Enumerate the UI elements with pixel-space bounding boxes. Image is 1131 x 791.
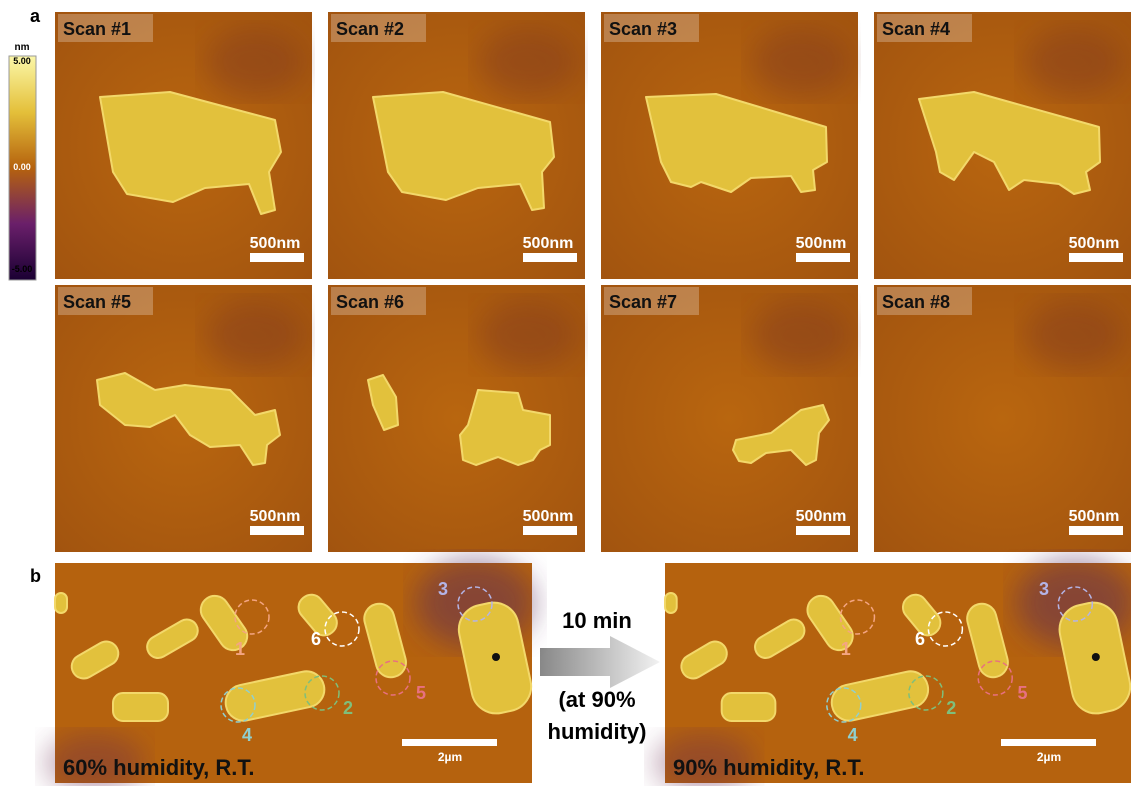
scale-bar bbox=[250, 526, 304, 535]
marker-label: 2 bbox=[946, 698, 956, 718]
shade bbox=[478, 27, 578, 97]
caption: 60% humidity, R.T. bbox=[63, 755, 255, 780]
colorbar-tick: -5.00 bbox=[12, 264, 33, 274]
scale-bar-label: 500nm bbox=[1069, 235, 1120, 252]
particle bbox=[665, 593, 677, 613]
scale-bar bbox=[796, 526, 850, 535]
marker-label: 1 bbox=[235, 639, 245, 659]
shade bbox=[205, 27, 305, 97]
arrow-condition: humidity) bbox=[548, 719, 647, 744]
shade bbox=[751, 300, 851, 370]
arrow-condition: (at 90% bbox=[558, 687, 635, 712]
figure: a b nm 10 min (at 90% humidity) 5.00 0.00… bbox=[0, 0, 1131, 786]
scale-bar bbox=[1001, 739, 1096, 746]
scan-title: Scan #4 bbox=[882, 19, 950, 39]
arrow bbox=[540, 636, 660, 688]
particle bbox=[113, 693, 168, 721]
marker-label: 2 bbox=[343, 698, 353, 718]
colorbar-unit: nm bbox=[15, 42, 30, 53]
panel-label: b bbox=[30, 566, 41, 586]
caption: 90% humidity, R.T. bbox=[673, 755, 865, 780]
scale-bar bbox=[1069, 526, 1123, 535]
scan-title: Scan #1 bbox=[63, 19, 131, 39]
scale-bar bbox=[402, 739, 497, 746]
marker-label: 6 bbox=[311, 629, 321, 649]
scale-bar bbox=[1069, 253, 1123, 262]
shade bbox=[478, 300, 578, 370]
particle bbox=[55, 593, 67, 613]
shade bbox=[205, 300, 305, 370]
shade bbox=[751, 27, 851, 97]
scale-bar-label: 500nm bbox=[796, 235, 847, 252]
scan-image: Scan #2 500nm bbox=[328, 12, 585, 279]
scale-bar-label: 500nm bbox=[523, 508, 574, 525]
scale-bar bbox=[796, 253, 850, 262]
afm-image: 1 2 3 4 5 6 2µm 60% humidity, R.T. bbox=[45, 558, 536, 786]
arrow-time: 10 min bbox=[562, 608, 632, 633]
scale-bar-label: 2µm bbox=[1037, 750, 1061, 764]
marker-label: 5 bbox=[1018, 683, 1028, 703]
scale-bar-label: 500nm bbox=[1069, 508, 1120, 525]
scan-image: Scan #3 500nm bbox=[601, 12, 858, 279]
marker-label: 6 bbox=[915, 629, 925, 649]
panel-label: a bbox=[30, 6, 41, 26]
afm-image: 1 2 3 4 5 6 2µm 90% humidity, R.T. bbox=[654, 558, 1131, 786]
colorbar-tick: 0.00 bbox=[13, 162, 31, 172]
scan-title: Scan #5 bbox=[63, 292, 131, 312]
defect bbox=[492, 653, 500, 661]
marker-label: 3 bbox=[1039, 579, 1049, 599]
shade bbox=[1024, 300, 1124, 370]
scan-image: Scan #4 500nm bbox=[874, 12, 1131, 279]
particle bbox=[722, 693, 776, 721]
scale-bar-label: 500nm bbox=[796, 508, 847, 525]
scan-image: Scan #6 500nm bbox=[328, 285, 585, 552]
scan-title: Scan #3 bbox=[609, 19, 677, 39]
scale-bar-label: 500nm bbox=[250, 508, 301, 525]
scan-image: Scan #1 500nm bbox=[55, 12, 312, 279]
scale-bar bbox=[523, 526, 577, 535]
colorbar-tick: 5.00 bbox=[13, 56, 31, 66]
defect bbox=[1092, 653, 1100, 661]
scale-bar-label: 2µm bbox=[438, 750, 462, 764]
scale-bar bbox=[250, 253, 304, 262]
marker-label: 3 bbox=[438, 579, 448, 599]
marker-label: 1 bbox=[841, 639, 851, 659]
scale-bar-label: 500nm bbox=[250, 235, 301, 252]
shade bbox=[1024, 27, 1124, 97]
scan-image: Scan #7 500nm bbox=[601, 285, 858, 552]
marker-label: 4 bbox=[848, 725, 858, 745]
scan-image: Scan #8 500nm bbox=[874, 285, 1131, 552]
marker-label: 4 bbox=[242, 725, 252, 745]
scan-title: Scan #6 bbox=[336, 292, 404, 312]
scan-title: Scan #8 bbox=[882, 292, 950, 312]
scale-bar bbox=[523, 253, 577, 262]
scan-title: Scan #7 bbox=[609, 292, 677, 312]
scan-title: Scan #2 bbox=[336, 19, 404, 39]
scan-image: Scan #5 500nm bbox=[55, 285, 312, 552]
scale-bar-label: 500nm bbox=[523, 235, 574, 252]
marker-label: 5 bbox=[416, 683, 426, 703]
